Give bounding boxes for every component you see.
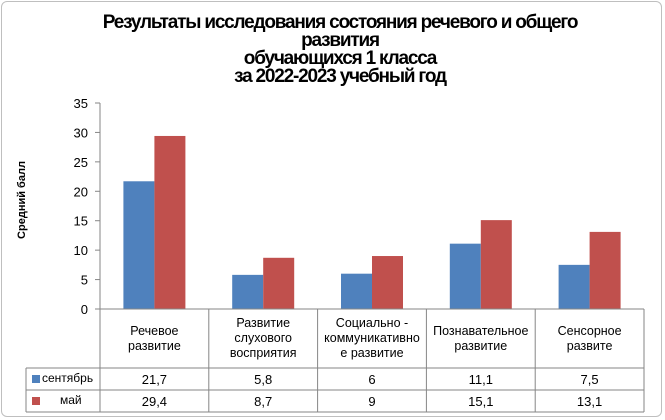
x-category-label: Познавательное развитие (433, 323, 529, 353)
y-tick-label: 5 (81, 273, 88, 288)
bar-май-1 (263, 257, 295, 309)
x-category-label: Речевое развитие (128, 323, 181, 353)
chart-title: Результаты исследования состояния речево… (40, 12, 640, 87)
y-tick-label: 20 (74, 184, 88, 199)
data-label: 9 (368, 393, 376, 409)
chart-title-line-1: Результаты исследования состояния речево… (102, 12, 579, 33)
data-label: 5,8 (254, 371, 273, 387)
data-label: 8,7 (254, 393, 273, 409)
y-tick-label: 35 (74, 96, 88, 111)
y-tick-label: 25 (74, 155, 88, 170)
data-label: 21,7 (141, 371, 168, 387)
x-category-label: Сенсорное развите (557, 323, 622, 353)
data-label: 6 (368, 371, 376, 387)
bar-май-0 (154, 135, 186, 309)
y-tick-label: 0 (81, 302, 88, 317)
legend-series-name: май (60, 393, 82, 407)
data-label: 13,1 (576, 393, 603, 409)
bar-сентябрь-2 (341, 273, 372, 309)
data-label: 7,5 (580, 371, 599, 387)
bar-сентябрь-1 (232, 274, 264, 309)
legend-series-name: сентябрь (42, 371, 94, 385)
data-label: 11,1 (468, 371, 493, 387)
legend-key-май (32, 397, 40, 405)
y-tick-label: 30 (74, 125, 88, 140)
legend-key-сентябрь (32, 375, 40, 383)
bar-сентябрь-3 (449, 243, 481, 309)
chart-title-line-4: за 2022-2023 учебный год (234, 66, 447, 87)
bar-май-4 (589, 231, 621, 309)
data-label: 15,1 (468, 393, 494, 409)
bar-сентябрь-0 (123, 181, 155, 309)
chart-title-line-2: развития (301, 30, 380, 51)
y-tick-label: 15 (74, 214, 88, 229)
y-tick-label: 10 (74, 243, 88, 258)
x-category-label: Развитие слухового восприятия (229, 316, 297, 360)
bar-май-3 (480, 220, 512, 309)
data-label: 29,4 (141, 393, 168, 409)
chart-title-line-3: обучающихся 1 класса (243, 48, 438, 69)
bar-сентябрь-4 (558, 264, 590, 309)
bar-май-2 (372, 256, 403, 309)
x-category-label: Социально - коммуникативно е развитие (324, 316, 420, 360)
